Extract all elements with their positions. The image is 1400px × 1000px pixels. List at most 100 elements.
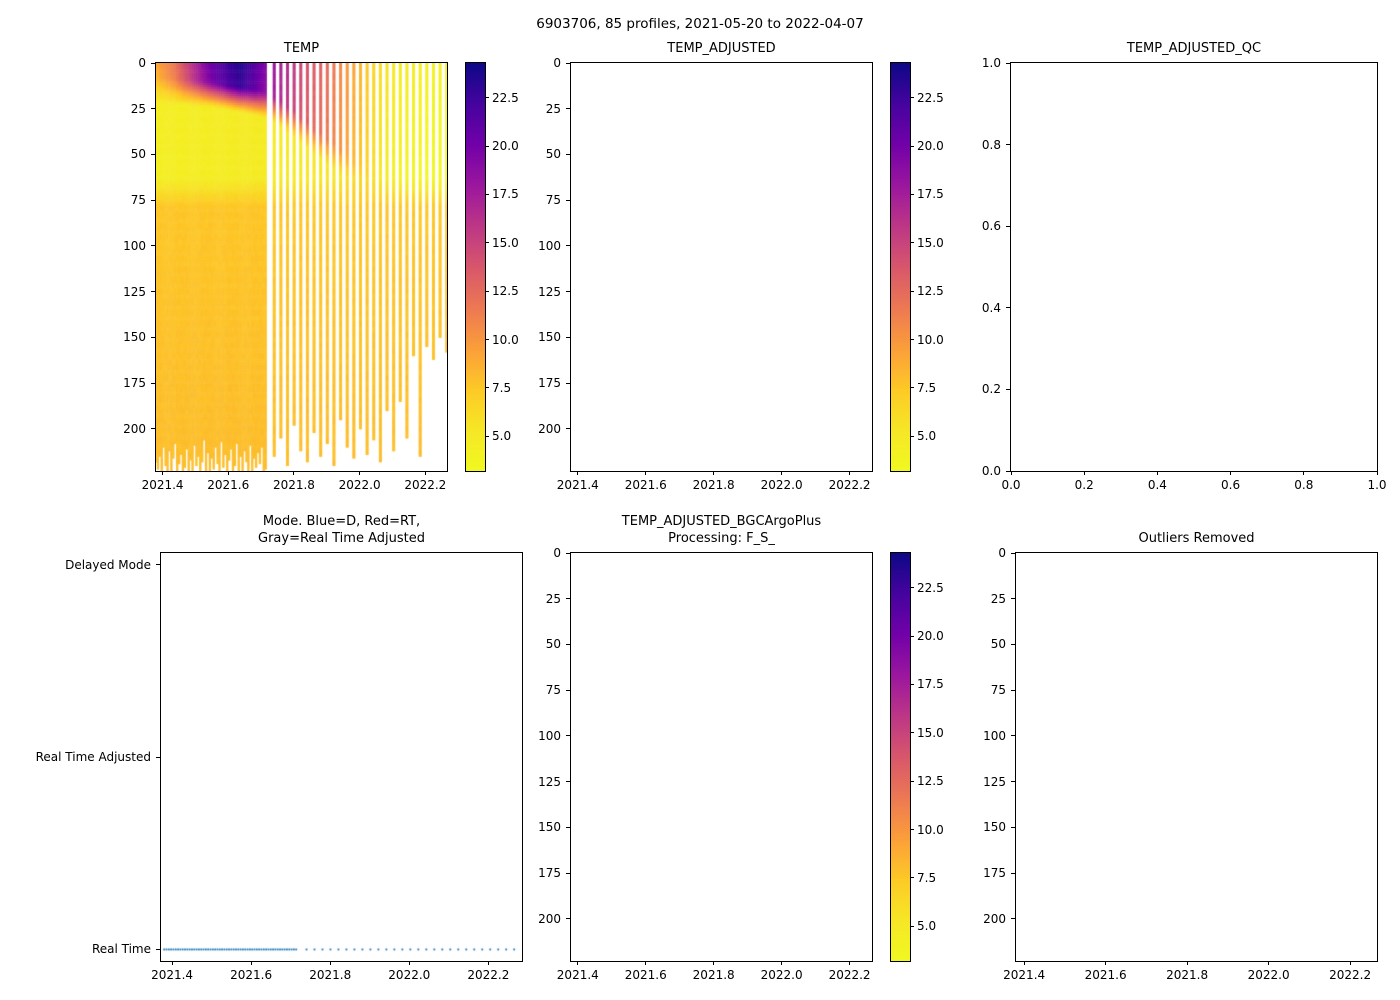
colorbar-tick-label: 22.5 (492, 90, 519, 105)
y-tick-mark (566, 245, 570, 247)
x-tick-label: 0.4 (1147, 478, 1167, 492)
x-tick-label: 1.0 (1367, 478, 1387, 492)
colorbar-tick-label: 10.0 (492, 332, 519, 347)
y-tick-label: 100 (123, 238, 146, 253)
colorbar-tick-mark (910, 635, 914, 637)
x-tick-label: 2021.4 (1003, 968, 1046, 982)
y-tick-label: Delayed Mode (65, 557, 151, 572)
x-tick-mark (293, 471, 295, 475)
x-tick-mark (1156, 471, 1158, 475)
x-tick-mark (1268, 961, 1270, 965)
x-tick-mark (1083, 471, 1085, 475)
x-tick-label: 2021.6 (624, 478, 667, 492)
y-tick-label: 25 (545, 591, 561, 606)
colorbar-bgc-gradient (891, 553, 910, 961)
y-tick-mark (566, 153, 570, 155)
panel-temp-title: TEMP (283, 41, 320, 56)
panel-outliers: Outliers Removed 2021.4 2021.6 2021.8 2022.… (983, 531, 1378, 982)
y-tick-mark (151, 153, 155, 155)
y-tick-mark (566, 918, 570, 920)
y-tick-mark (1011, 643, 1015, 645)
y-tick-mark (1011, 598, 1015, 600)
x-tick-label: 2021.8 (309, 968, 352, 982)
y-tick-mark (1011, 781, 1015, 783)
x-tick-label: 2021.6 (230, 968, 273, 982)
colorbar-temp-adjusted: 5.0 7.5 10.0 12.5 15.0 17.5 20.0 22.5 (890, 62, 944, 472)
colorbar-tick-label: 22.5 (917, 90, 944, 105)
x-tick-mark (1303, 471, 1305, 475)
y-tick-mark (1006, 470, 1010, 472)
x-tick-mark (1105, 961, 1107, 965)
colorbar-tick-label: 22.5 (917, 580, 944, 595)
y-tick-label: 150 (538, 330, 561, 345)
x-tick-mark (1376, 471, 1378, 475)
panel-temp-adjusted-qc: TEMP_ADJUSTED_QC 0.0 0.2 0.4 0.6 0.8 1.0 0.0 0.… (982, 41, 1387, 492)
x-tick-label: 2022.2 (828, 968, 871, 982)
panel-outliers-title: Outliers Removed (1138, 531, 1255, 546)
colorbar-tick-mark (910, 829, 914, 830)
y-tick-mark (566, 108, 570, 110)
y-tick-mark (566, 428, 570, 430)
x-tick-label: 2021.6 (624, 968, 667, 982)
colorbar-tick-mark (910, 290, 914, 292)
colorbar-tick-mark (910, 242, 914, 244)
x-tick-mark (424, 471, 426, 475)
y-tick-label: 200 (123, 421, 146, 436)
colorbar-tick-mark (910, 925, 914, 927)
y-tick-mark (566, 689, 570, 691)
y-tick-label: 0.4 (981, 300, 1001, 315)
colorbar-tick-label: 12.5 (492, 284, 519, 299)
x-tick-mark (408, 961, 410, 965)
y-tick-mark (566, 826, 570, 828)
x-tick-label: 2021.8 (1166, 968, 1209, 982)
y-tick-mark (151, 336, 155, 338)
y-tick-mark (566, 291, 570, 293)
x-tick-mark (781, 961, 783, 965)
y-tick-mark (156, 948, 160, 950)
y-tick-label: 125 (538, 774, 561, 789)
colorbar-tick-label: 5.0 (492, 429, 512, 444)
panel-bgc-title-line1: TEMP_ADJUSTED_BGCArgoPlus (621, 514, 822, 529)
x-tick-label: 2022.0 (338, 478, 381, 492)
y-tick-label: 0 (138, 56, 146, 70)
y-tick-label: 175 (538, 866, 561, 881)
y-tick-mark (151, 291, 155, 293)
colorbar-tick-label: 10.0 (917, 332, 944, 347)
y-tick-label: 0 (998, 546, 1006, 560)
colorbar-tick-label: 20.0 (917, 629, 944, 644)
y-tick-mark (156, 756, 160, 758)
colorbar-tick-label: 17.5 (917, 677, 944, 692)
panel-temp: TEMP 2021.4 2021.6 2021.8 2022.0 2022.2 0 25 50… (123, 41, 448, 492)
colorbar-tick-label: 15.0 (917, 725, 944, 740)
colorbar-tick-mark (485, 387, 489, 389)
x-tick-mark (1349, 961, 1351, 965)
x-tick-mark (781, 471, 783, 475)
x-tick-label: 2022.0 (760, 968, 803, 982)
x-tick-label: 2021.4 (556, 478, 599, 492)
x-tick-label: 2021.6 (1084, 968, 1127, 982)
colorbar-tick-mark (485, 97, 489, 99)
y-tick-mark (151, 62, 155, 64)
colorbar-tick-mark (910, 339, 914, 340)
panel-temp-adjusted-qc-title: TEMP_ADJUSTED_QC (1126, 41, 1262, 56)
y-tick-mark (1011, 826, 1015, 828)
x-tick-mark (171, 961, 173, 965)
x-tick-label: 2021.6 (207, 478, 250, 492)
x-tick-mark (162, 471, 164, 475)
y-tick-mark (151, 245, 155, 247)
colorbar-tick-label: 12.5 (917, 284, 944, 299)
y-tick-mark (151, 199, 155, 201)
colorbar-tick-mark (485, 193, 489, 195)
x-tick-mark (1010, 471, 1012, 475)
colorbar-tick-mark (485, 339, 489, 340)
y-tick-mark (1011, 552, 1015, 554)
colorbar-tick-label: 10.0 (917, 822, 944, 837)
y-tick-mark (1006, 388, 1010, 390)
x-tick-mark (713, 471, 715, 475)
colorbar-tick-label: 20.0 (917, 139, 944, 154)
y-tick-label: 0.2 (981, 382, 1001, 397)
colorbar-tick-mark (910, 683, 914, 685)
x-tick-mark (577, 961, 579, 965)
y-tick-label: 125 (123, 284, 146, 299)
